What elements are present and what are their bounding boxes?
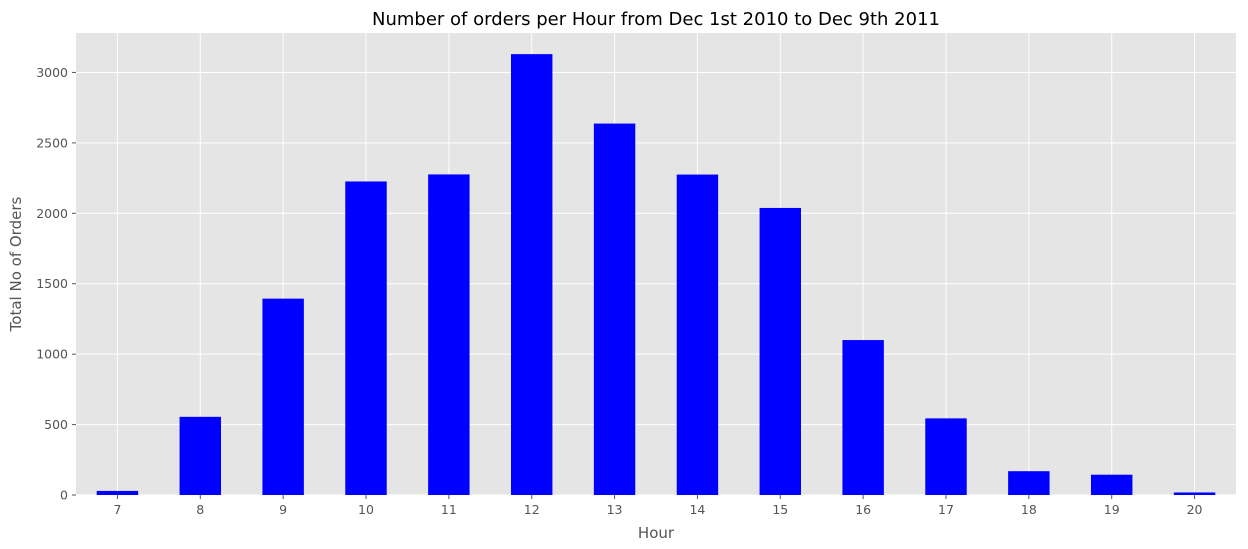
- bars: [96, 54, 1216, 496]
- bar-hour-15: [759, 207, 801, 495]
- y-tick-label: 1000: [36, 347, 68, 362]
- x-tick-label: 15: [772, 502, 788, 517]
- bar-hour-8: [179, 416, 221, 495]
- x-tick-label: 9: [279, 502, 287, 517]
- y-tick-label: 2500: [36, 135, 68, 150]
- bar-hour-7: [96, 490, 139, 495]
- bar-hour-11: [428, 174, 470, 496]
- y-tick-label: 0: [60, 488, 68, 503]
- bar-hour-13: [593, 123, 636, 495]
- x-tick-label: 19: [1104, 502, 1120, 517]
- y-axis-ticks: 0 500 1000 1500 2000 2500 3000: [36, 65, 76, 503]
- x-tick-label: 18: [1021, 502, 1037, 517]
- bar-hour-17: [925, 418, 967, 495]
- chart-title: Number of orders per Hour from Dec 1st 2…: [372, 9, 940, 30]
- bar-hour-19: [1091, 474, 1133, 495]
- x-axis-label: Hour: [638, 524, 675, 542]
- x-axis-ticks: 7 8 9 10 11 12 13 14 15 16 17 18 19 20: [113, 495, 1203, 517]
- x-tick-label: 12: [524, 502, 540, 517]
- bar-hour-18: [1008, 471, 1050, 495]
- x-tick-label: 7: [113, 502, 121, 517]
- x-tick-label: 13: [607, 502, 623, 517]
- bar-hour-10: [345, 181, 387, 495]
- plot-area: [76, 33, 1236, 495]
- y-axis-label: Total No of Orders: [7, 197, 25, 333]
- x-tick-label: 8: [196, 502, 204, 517]
- x-tick-label: 20: [1187, 502, 1203, 517]
- bar-hour-9: [262, 298, 304, 495]
- x-tick-label: 14: [689, 502, 705, 517]
- x-tick-label: 17: [938, 502, 954, 517]
- bar-hour-16: [842, 340, 884, 495]
- bar-hour-14: [676, 174, 719, 495]
- bar-hour-20: [1173, 492, 1216, 495]
- x-tick-label: 10: [358, 502, 374, 517]
- y-tick-label: 3000: [36, 65, 68, 80]
- bar-hour-12: [511, 54, 553, 495]
- x-tick-label: 11: [441, 502, 457, 517]
- y-tick-label: 2000: [36, 206, 68, 221]
- y-tick-label: 1500: [36, 276, 68, 291]
- x-tick-label: 16: [855, 502, 871, 517]
- y-tick-label: 500: [44, 417, 68, 432]
